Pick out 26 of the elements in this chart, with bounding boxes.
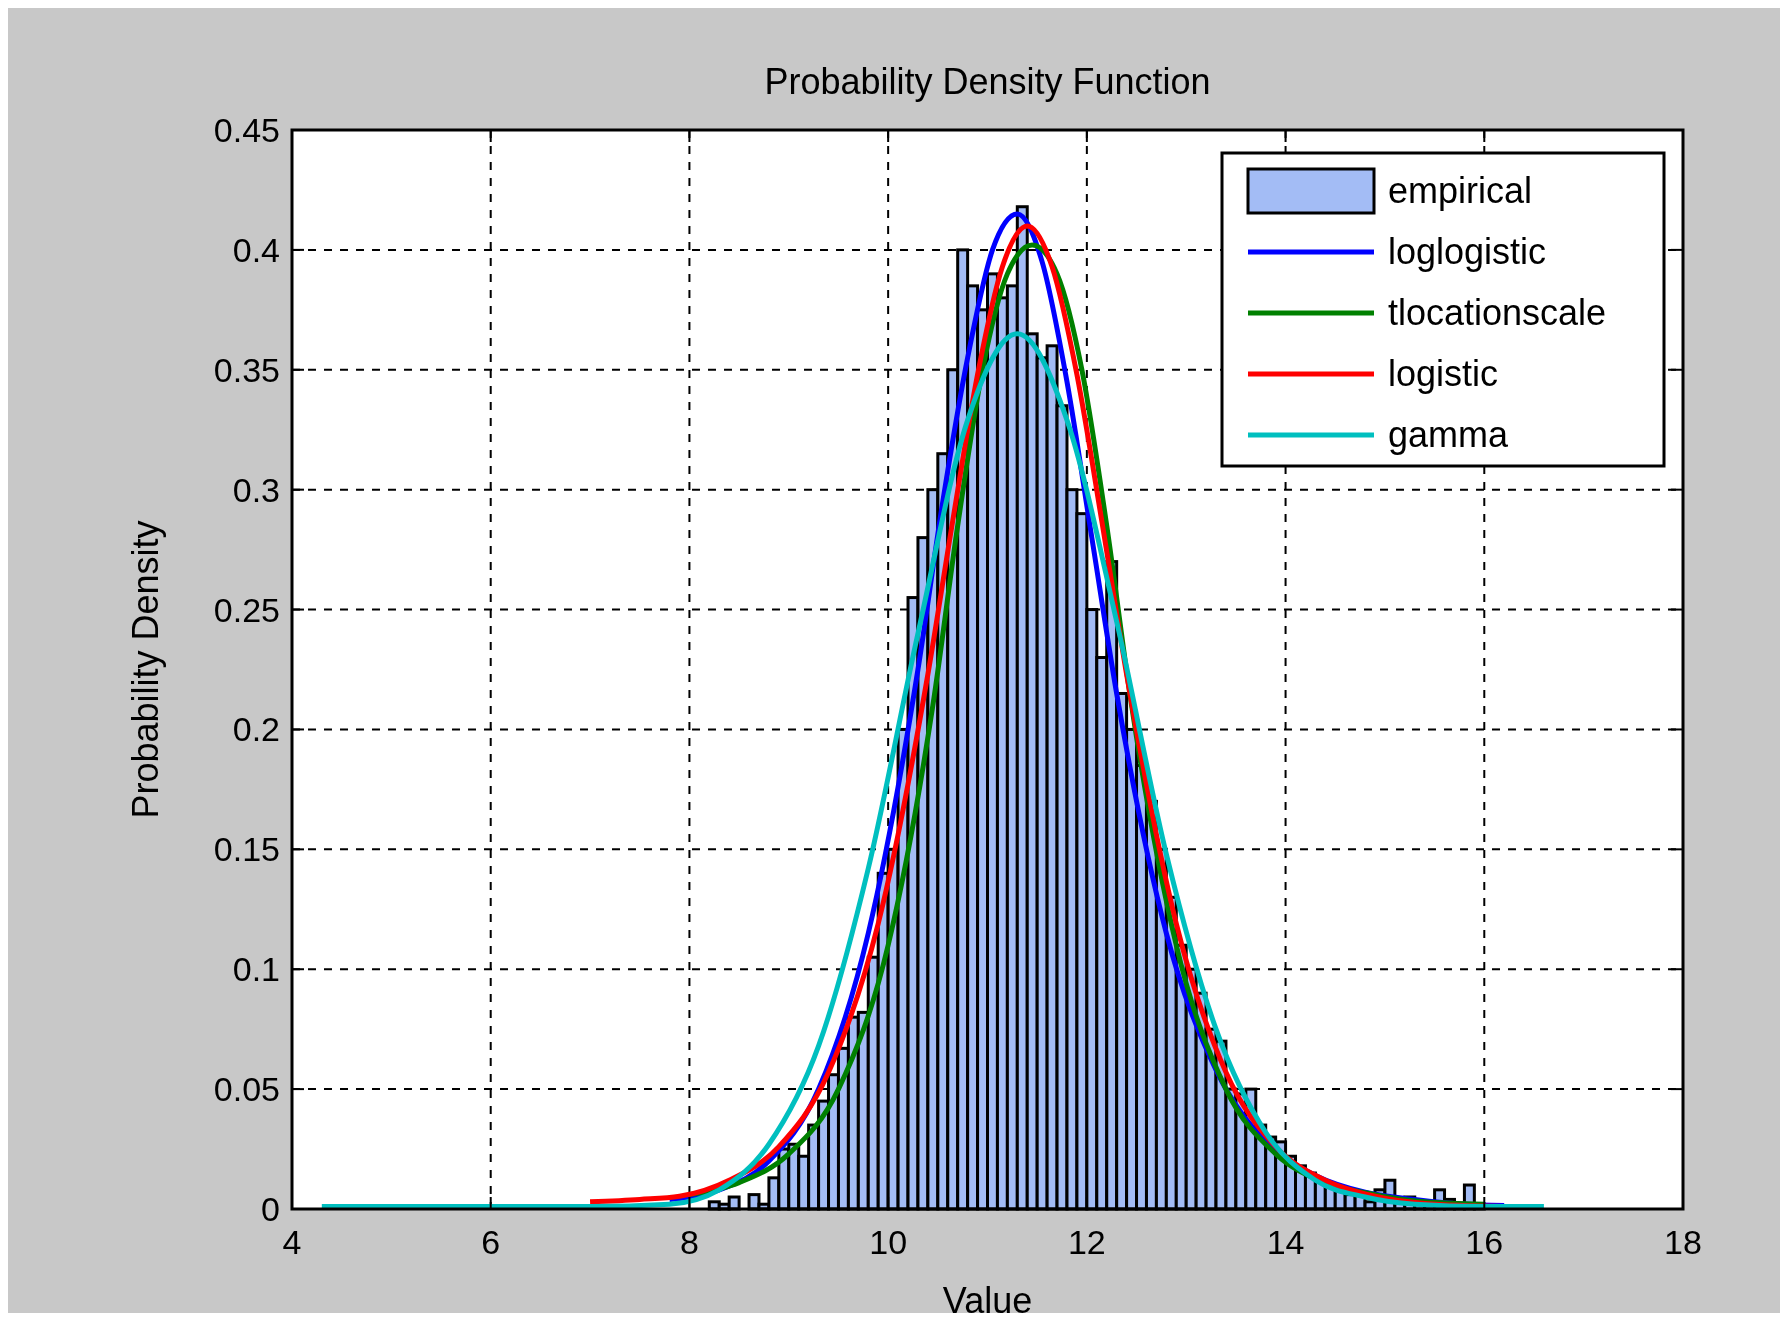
x-tick-label: 14 (1266, 1223, 1305, 1261)
x-tick-label: 16 (1465, 1223, 1504, 1261)
legend-label: loglogistic (1388, 231, 1547, 272)
y-tick-label: 0.1 (232, 950, 280, 989)
y-tick-label: 0.2 (232, 710, 280, 749)
x-tick-label: 4 (282, 1223, 302, 1261)
y-tick-label: 0.45 (213, 111, 280, 149)
legend-label: gamma (1388, 414, 1510, 455)
y-tick-label: 0.25 (213, 590, 280, 629)
x-tick-label: 6 (481, 1223, 501, 1261)
y-tick-label: 0 (261, 1190, 280, 1228)
legend-label: logistic (1388, 353, 1499, 394)
y-tick-label: 0.05 (213, 1070, 280, 1109)
y-tick-label: 0.35 (213, 350, 280, 389)
chart-title: Probability Density Function (764, 61, 1211, 102)
legend-label: tlocationscale (1388, 292, 1607, 333)
legend-label: empirical (1388, 170, 1533, 211)
x-tick-label: 12 (1067, 1223, 1106, 1261)
x-tick-label: 8 (679, 1223, 699, 1261)
y-tick-label: 0.4 (232, 230, 280, 269)
y-axis-title: Probability Density (125, 520, 166, 819)
x-tick-label: 10 (869, 1223, 908, 1261)
y-tick-label: 0.3 (232, 470, 280, 509)
y-tick-label: 0.15 (213, 830, 280, 869)
x-axis-title: Value (942, 1280, 1033, 1321)
x-tick-label: 18 (1664, 1223, 1702, 1261)
